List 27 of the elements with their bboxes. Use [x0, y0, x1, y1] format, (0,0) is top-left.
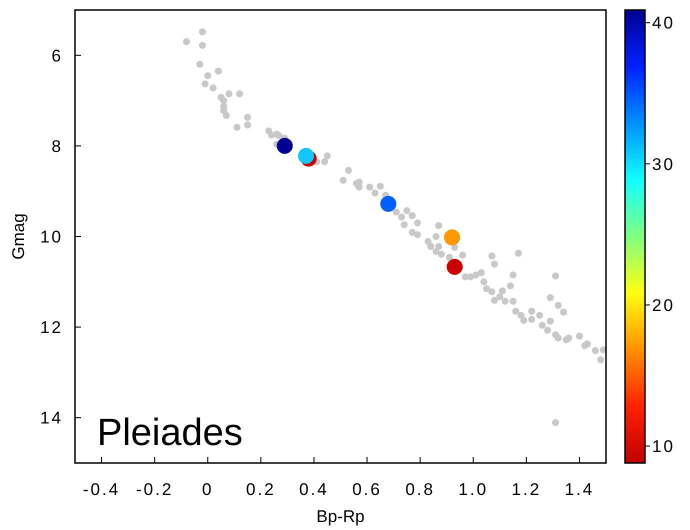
x-tick-label: 1.4 — [564, 480, 594, 499]
color-bar-label: 10 — [652, 437, 675, 456]
x-tick-label: 1.2 — [512, 480, 542, 499]
y-tick-label: 6 — [52, 46, 63, 66]
y-tick-label: 8 — [52, 136, 63, 156]
y-axis-title: Gmag — [9, 213, 28, 260]
color-bar-label: 30 — [652, 154, 675, 174]
point — [276, 138, 293, 154]
point — [380, 196, 396, 212]
y-tick-label: 12 — [40, 318, 63, 338]
x-tick-label: 0.8 — [405, 480, 435, 499]
x-tick-label: 0 — [202, 480, 214, 499]
x-tick-label: 0.6 — [352, 480, 382, 499]
color-bar-label: 20 — [652, 296, 675, 315]
point — [444, 229, 460, 246]
x-axis-title: Bp-Rp — [316, 507, 365, 526]
x-tick-label: 0.2 — [246, 480, 276, 499]
y-tick-label: 10 — [40, 227, 63, 246]
color-bar-label: 40 — [652, 14, 675, 33]
x-tick-label: -0.4 — [82, 480, 120, 499]
x-tick-label: -0.2 — [136, 480, 174, 499]
point — [298, 148, 314, 164]
point — [446, 258, 463, 275]
y-tick-label: 14 — [40, 408, 63, 428]
x-tick-label: 0.4 — [299, 480, 329, 499]
x-tick-label: 1.0 — [458, 480, 488, 499]
annotation: Pleiades — [97, 412, 243, 454]
